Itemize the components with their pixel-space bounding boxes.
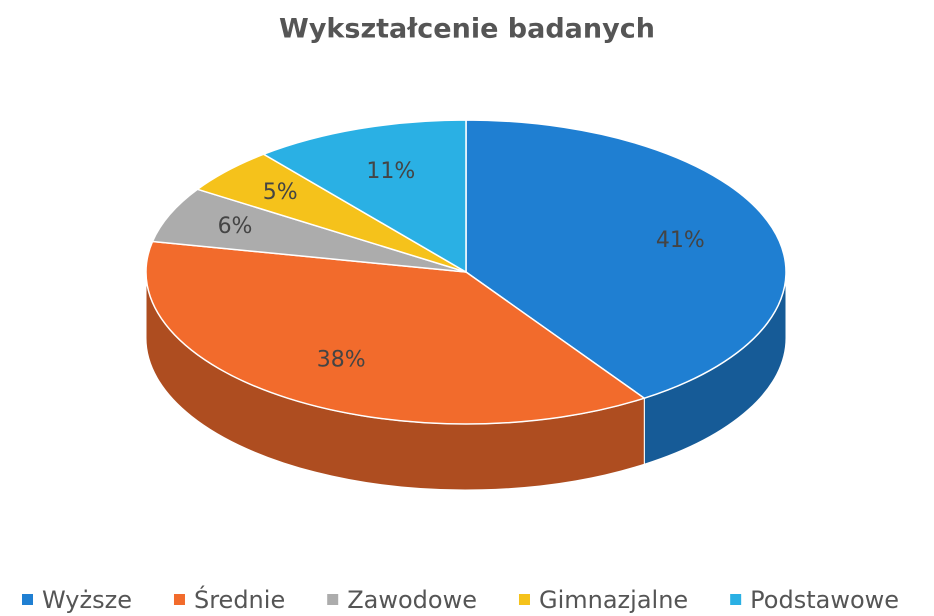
- chart-title: Wykształcenie badanych: [279, 14, 655, 45]
- data-label: 5%: [263, 180, 298, 205]
- pie-slice: [145, 240, 646, 425]
- legend-swatch: [22, 594, 33, 605]
- legend-label: Podstawowe: [750, 586, 899, 614]
- legend-swatch: [173, 594, 185, 605]
- pie-slice: [151, 188, 467, 273]
- data-label: 6%: [218, 214, 253, 239]
- pie-slice: [465, 119, 787, 400]
- legend-swatch: [518, 594, 530, 605]
- legend-label: Gimnazjalne: [539, 586, 688, 614]
- pie-slice: [261, 119, 467, 274]
- data-label: 38%: [317, 347, 366, 372]
- data-label: 11%: [366, 159, 415, 184]
- legend-label: Zawodowe: [347, 586, 477, 614]
- legend-label: Wyższe: [42, 586, 132, 614]
- legend-swatch: [327, 594, 339, 605]
- data-label: 41%: [656, 228, 705, 253]
- legend-label: Średnie: [194, 584, 285, 614]
- legend-swatch: [730, 594, 742, 605]
